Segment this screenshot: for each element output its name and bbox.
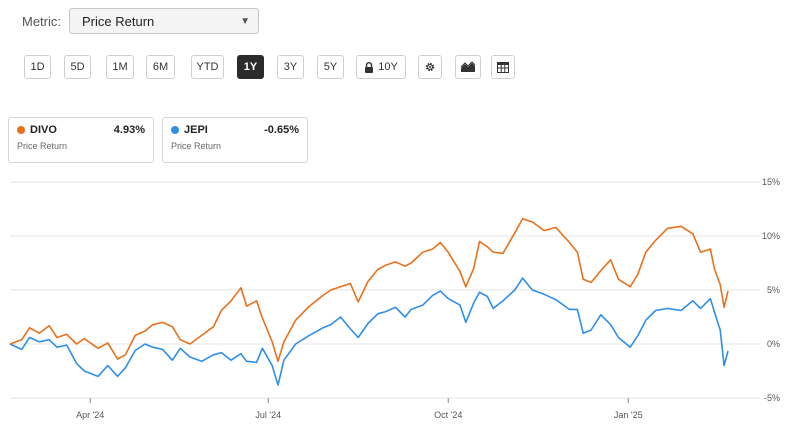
x-tick-label: Oct '24: [434, 410, 462, 420]
range-1y-button[interactable]: 1Y: [237, 55, 264, 79]
gear-icon: [425, 62, 435, 72]
series-color-dot: [17, 126, 25, 134]
x-tick-label: Apr '24: [76, 410, 104, 420]
return-value: 4.93%: [113, 124, 145, 136]
x-axis: Apr '24 Jul '24 Oct '24 Jan '25: [76, 398, 643, 420]
range-ytd-button[interactable]: YTD: [191, 55, 224, 79]
settings-button[interactable]: [418, 55, 442, 79]
metric-label: Metric:: [22, 13, 61, 29]
range-3y-button[interactable]: 3Y: [277, 55, 304, 79]
y-axis: 15% 10% 5% 0% -5%: [762, 177, 780, 403]
series-lines: [9, 217, 729, 386]
legend-card-divo[interactable]: DIVO 4.93% Price Return: [8, 117, 154, 163]
range-5y-button[interactable]: 5Y: [317, 55, 344, 79]
table-icon: [497, 61, 509, 73]
x-tick-label: Jul '24: [255, 410, 281, 420]
range-10y-button[interactable]: 10Y: [356, 55, 406, 79]
y-tick-label: 15%: [762, 177, 780, 187]
series-line-divo: [9, 217, 729, 363]
metric-dropdown[interactable]: Price Return ▼: [69, 8, 259, 34]
caret-down-icon: ▼: [240, 15, 250, 27]
table-view-button[interactable]: [491, 55, 515, 79]
legend-card-jepi[interactable]: JEPI -0.65% Price Return: [162, 117, 308, 163]
range-1m-button[interactable]: 1M: [106, 55, 134, 79]
range-6m-button[interactable]: 6M: [146, 55, 175, 79]
range-1d-button[interactable]: 1D: [24, 55, 51, 79]
ticker-label: DIVO: [30, 124, 57, 136]
ticker-label: JEPI: [184, 124, 208, 136]
chart-type-icon: [460, 61, 476, 72]
series-color-dot: [171, 126, 179, 134]
metric-selector: Metric: Price Return ▼: [22, 8, 259, 34]
price-return-chart[interactable]: Apr '24 Jul '24 Oct '24 Jan '25 15% 10% 5% 0% -…: [0, 170, 800, 433]
series-line-jepi: [9, 277, 729, 386]
y-tick-label: 5%: [767, 285, 780, 295]
metric-caption: Price Return: [171, 141, 222, 151]
y-tick-label: 10%: [762, 231, 780, 241]
y-tick-label: -5%: [764, 393, 780, 403]
chart-grid: [10, 181, 760, 399]
y-tick-label: 0%: [767, 339, 780, 349]
x-tick-label: Jan '25: [614, 410, 643, 420]
chart-type-button[interactable]: [455, 55, 481, 79]
metric-value: Price Return: [82, 13, 155, 29]
range-5d-button[interactable]: 5D: [64, 55, 91, 79]
return-value: -0.65%: [264, 124, 299, 136]
metric-caption: Price Return: [17, 141, 68, 151]
lock-icon: [365, 61, 374, 73]
